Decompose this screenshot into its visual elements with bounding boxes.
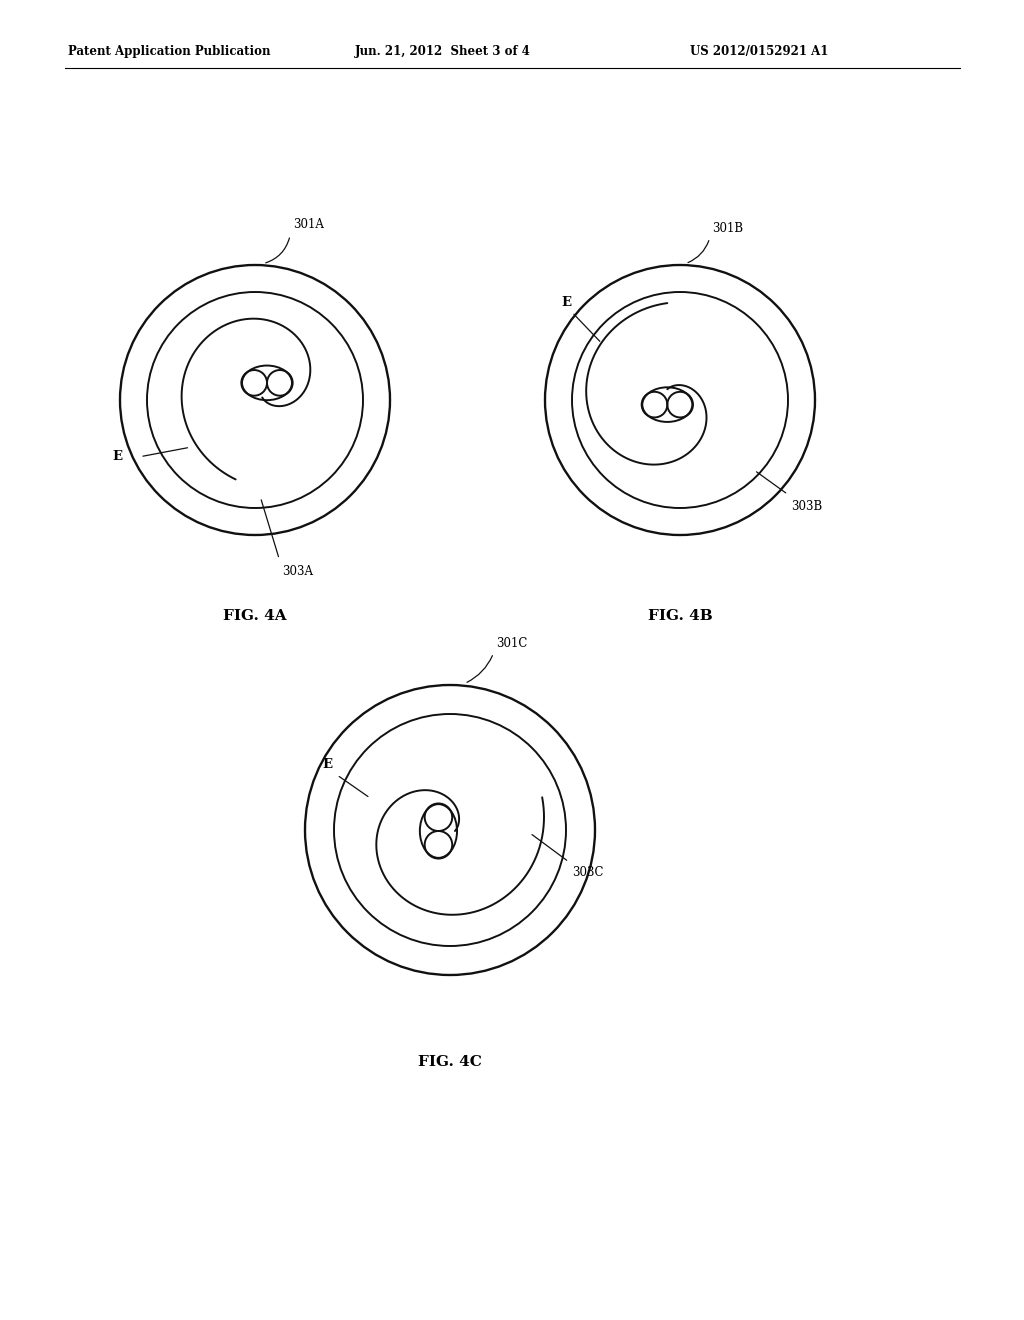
Text: FIG. 4C: FIG. 4C	[418, 1055, 482, 1069]
Text: E: E	[323, 758, 333, 771]
Text: E: E	[113, 450, 123, 463]
Text: 301B: 301B	[713, 222, 743, 235]
Text: 303C: 303C	[571, 866, 603, 879]
Text: FIG. 4A: FIG. 4A	[223, 609, 287, 623]
Text: 303A: 303A	[282, 565, 313, 578]
Text: Jun. 21, 2012  Sheet 3 of 4: Jun. 21, 2012 Sheet 3 of 4	[355, 45, 530, 58]
Text: Patent Application Publication: Patent Application Publication	[68, 45, 270, 58]
Text: US 2012/0152921 A1: US 2012/0152921 A1	[690, 45, 828, 58]
Text: E: E	[561, 296, 571, 309]
Text: 301A: 301A	[293, 218, 324, 231]
Text: 301C: 301C	[497, 638, 527, 651]
Text: 303B: 303B	[791, 500, 822, 513]
Text: FIG. 4B: FIG. 4B	[647, 609, 713, 623]
